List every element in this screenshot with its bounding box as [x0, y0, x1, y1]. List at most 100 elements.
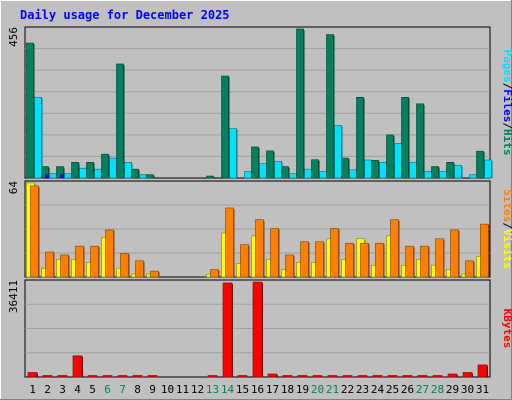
bar-kbytes-day-21	[327, 375, 338, 378]
x-tick-label: 28	[431, 383, 444, 396]
x-tick-label: 27	[416, 383, 429, 396]
bar-kbytes-day-30	[462, 372, 473, 378]
x-tick-label: 14	[221, 383, 235, 396]
bar-sites-day-16	[255, 219, 264, 278]
bar-pages-day-8	[139, 174, 147, 179]
bar-hits-day-6	[101, 153, 109, 179]
x-tick-label: 24	[371, 383, 385, 396]
panel-kbytes: 36411 KBytes	[7, 279, 512, 378]
bar-kbytes-day-23	[357, 375, 368, 378]
bar-kbytes-day-6	[102, 375, 113, 378]
bar-pages-day-21	[334, 125, 342, 179]
bar-sites-day-26	[405, 245, 414, 278]
x-tick-label: 18	[281, 383, 294, 396]
bar-pages-day-19	[304, 168, 312, 179]
x-tick-label: 29	[446, 383, 459, 396]
bar-kbytes-day-3	[57, 375, 68, 378]
bar-sites-day-28	[435, 238, 444, 278]
x-tick-label: 26	[401, 383, 414, 396]
bar-hits-day-16	[251, 146, 259, 179]
bar-sites-day-22	[345, 242, 354, 278]
legend-part: Pages	[501, 50, 512, 83]
bar-sites-day-7	[120, 253, 129, 278]
legend-part: /	[501, 122, 512, 129]
x-tick-label: 9	[149, 383, 156, 396]
x-tick-label: 2	[44, 383, 51, 396]
bar-kbytes-day-15	[237, 375, 248, 378]
x-tick-label: 21	[326, 383, 339, 396]
bar-hits-day-18	[281, 166, 289, 179]
bar-sites-day-20	[315, 241, 324, 278]
bar-hits-day-8	[131, 168, 139, 179]
x-tick-label: 3	[59, 383, 66, 396]
x-tick-label: 16	[251, 383, 264, 396]
bar-kbytes-day-1	[27, 372, 38, 378]
bar-hits-day-21	[326, 34, 334, 179]
bar-pages-day-14	[229, 128, 237, 179]
bar-pages-day-22	[349, 169, 357, 179]
bar-sites-day-30	[465, 260, 474, 278]
bar-kbytes-day-13	[207, 375, 218, 378]
bar-pages-day-6	[109, 157, 117, 179]
x-tick-label: 5	[89, 383, 96, 396]
x-tick-label: 25	[386, 383, 399, 396]
legend-part: /	[501, 222, 512, 229]
bar-sites-day-3	[60, 254, 69, 278]
bar-sites-day-24	[375, 242, 384, 278]
bar-hits-day-13	[206, 175, 214, 179]
bar-pages-day-31	[484, 159, 492, 179]
bar-kbytes-day-18	[282, 375, 293, 378]
bar-hits-day-5	[86, 162, 94, 179]
bar-pages-day-1	[34, 96, 42, 179]
legend-part: Sites	[501, 189, 512, 222]
bar-sites-day-6	[105, 229, 114, 278]
bar-sites-day-13	[210, 269, 219, 278]
bar-kbytes-day-27	[417, 375, 428, 378]
y-max-label: 36411	[7, 280, 20, 313]
bar-pages-day-5	[94, 168, 102, 179]
x-tick-label: 30	[461, 383, 474, 396]
legend-part: KBytes	[501, 309, 512, 349]
y-max-label: 456	[7, 27, 20, 47]
bar-pages-day-27	[424, 171, 432, 179]
bar-kbytes-day-29	[447, 373, 458, 378]
bar-hits-day-20	[311, 159, 319, 179]
bar-pages-day-28	[439, 171, 447, 179]
bar-sites-day-9	[150, 270, 159, 278]
bar-pages-day-15	[244, 171, 252, 179]
bar-hits-day-22	[341, 157, 349, 179]
bar-kbytes-day-26	[402, 375, 413, 378]
bar-hits-day-2	[41, 166, 49, 179]
bar-kbytes-day-17	[267, 373, 278, 378]
panel-visits_sites: 64 Sites/Visits	[7, 180, 512, 278]
bar-kbytes-day-28	[432, 375, 443, 378]
bar-hits-day-31	[476, 150, 484, 179]
bar-hits-day-14	[221, 75, 229, 179]
bar-kbytes-day-4	[72, 355, 83, 378]
bar-kbytes-day-2	[42, 375, 53, 378]
bar-hits-day-28	[431, 166, 439, 179]
series-legend-visits_sites: Sites/Visits	[501, 189, 512, 269]
x-tick-label: 15	[236, 383, 249, 396]
bar-sites-day-5	[90, 245, 99, 278]
bar-hits-day-3	[56, 166, 64, 179]
bar-kbytes-day-16	[252, 281, 263, 378]
bar-pages-day-16	[259, 163, 267, 179]
bar-sites-day-19	[300, 241, 309, 278]
bar-pages-day-25	[394, 143, 402, 179]
x-tick-label: 4	[74, 383, 81, 396]
legend-part: /	[501, 83, 512, 90]
x-tick-label: 19	[296, 383, 309, 396]
bar-hits-day-17	[266, 150, 274, 179]
bar-sites-day-8	[135, 260, 144, 278]
bar-pages-day-18	[289, 173, 297, 179]
bar-pages-day-2	[49, 173, 57, 179]
bar-kbytes-day-7	[117, 375, 128, 378]
bar-hits-day-7	[116, 63, 124, 179]
bar-kbytes-day-25	[387, 375, 398, 378]
bar-hits-day-24	[371, 160, 379, 179]
bar-sites-day-17	[270, 228, 279, 278]
bar-sites-day-15	[240, 244, 249, 278]
bar-sites-day-31	[480, 223, 489, 278]
